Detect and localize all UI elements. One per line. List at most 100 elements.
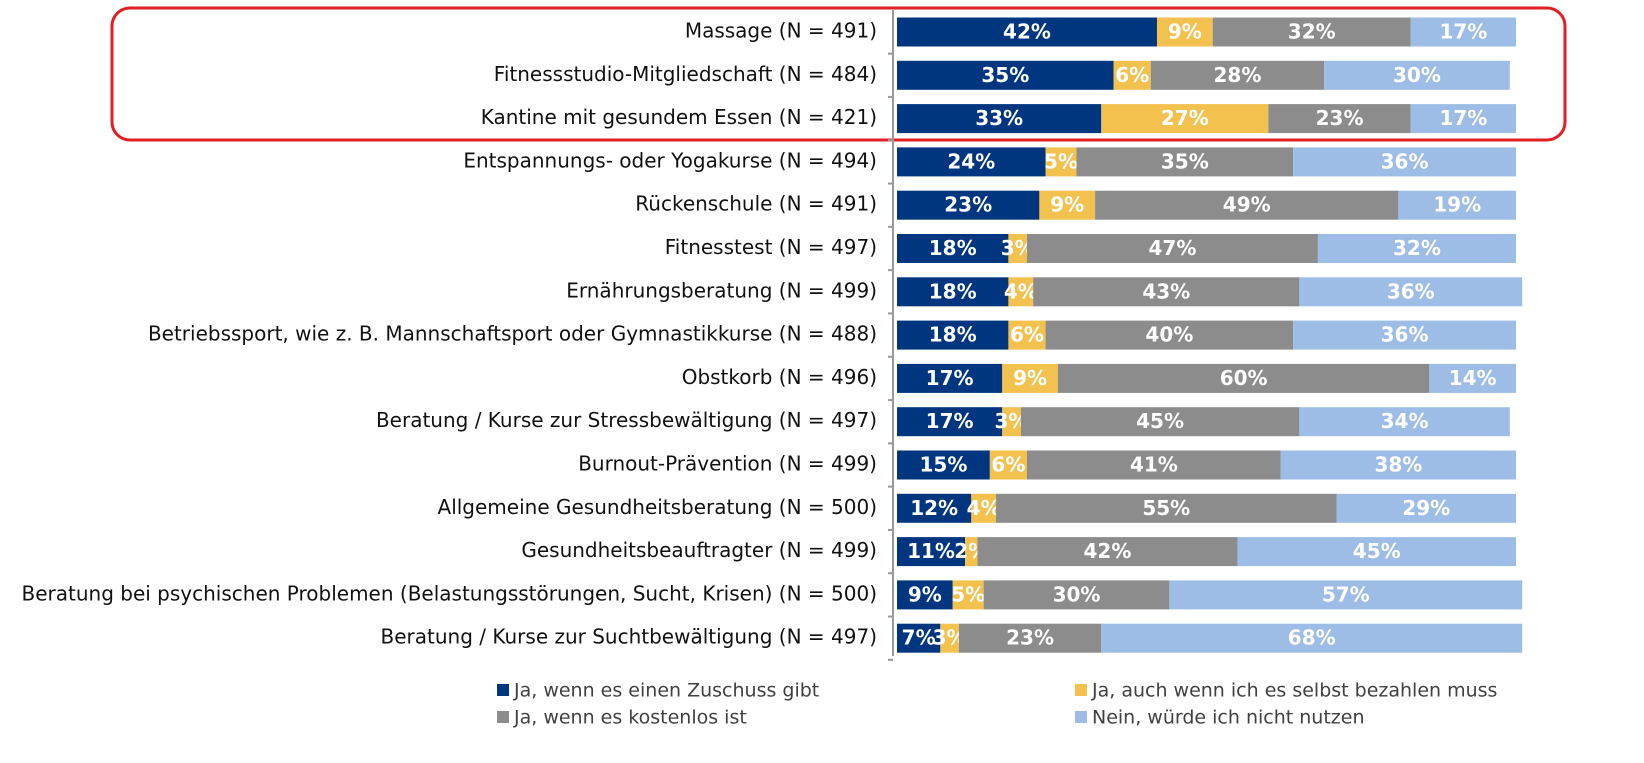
category-label: Fitnessstudio-Mitgliedschaft (N = 484) — [494, 62, 877, 86]
bar-segment — [1033, 277, 1300, 307]
bar-segment — [1299, 407, 1510, 437]
bar-segment — [1101, 623, 1523, 653]
value-label: 18% — [929, 323, 977, 347]
bar-segment — [897, 407, 1003, 437]
bar-segment — [1020, 407, 1300, 437]
bar-segment — [1008, 234, 1027, 263]
value-label: 28% — [1214, 63, 1262, 87]
value-label: 49% — [1223, 193, 1271, 217]
bar-segment — [952, 580, 984, 610]
value-label: 4% — [1004, 279, 1038, 303]
value-label: 32% — [1393, 236, 1441, 260]
category-label: Gesundheitsbeauftragter (N = 499) — [521, 538, 877, 562]
value-label: 36% — [1381, 149, 1429, 173]
value-label: 35% — [981, 63, 1029, 87]
category-label: Beratung bei psychischen Problemen (Bela… — [22, 581, 877, 605]
value-label: 23% — [1006, 626, 1054, 650]
category-label: Obstkorb (N = 496) — [682, 365, 877, 389]
bar-segment — [1324, 60, 1510, 90]
bar-segment — [1008, 277, 1034, 307]
category-label: Kantine mit gesundem Essen (N = 421) — [481, 105, 877, 129]
bar-segment — [1045, 320, 1294, 350]
value-label: 43% — [1142, 279, 1190, 303]
bar-segment — [1317, 234, 1516, 263]
bar-segment — [897, 537, 966, 567]
bar-segment — [897, 320, 1009, 350]
bar-segment — [897, 363, 1003, 393]
bar-segment — [1026, 450, 1281, 480]
value-label: 36% — [1381, 323, 1429, 347]
value-label: 30% — [1393, 63, 1441, 87]
value-label: 9% — [1013, 366, 1047, 390]
bar-segment — [897, 60, 1114, 90]
bar-segment — [1095, 190, 1399, 220]
value-label: 11% — [907, 539, 955, 563]
value-label: 38% — [1374, 453, 1422, 477]
bar-segment — [989, 450, 1027, 480]
bar-segment — [897, 450, 990, 480]
bar-segment — [1002, 363, 1058, 393]
bar-segment — [1156, 17, 1213, 47]
bar-segment — [1268, 104, 1411, 134]
bar-segment — [1045, 147, 1077, 177]
value-label: 12% — [910, 496, 958, 520]
bar-segment — [977, 537, 1238, 567]
legend-swatch — [1075, 711, 1087, 723]
value-label: 68% — [1288, 626, 1336, 650]
bar-segment — [1336, 493, 1516, 523]
bar-segment — [940, 623, 959, 653]
bar-segment — [1113, 60, 1151, 90]
value-label: 14% — [1449, 366, 1497, 390]
value-label: 9% — [1168, 20, 1202, 44]
value-label: 5% — [1044, 149, 1078, 173]
category-label: Beratung / Kurse zur Suchtbewältigung (N… — [381, 625, 877, 649]
bar-segment — [897, 623, 941, 653]
value-label: 9% — [1050, 193, 1084, 217]
category-label: Betriebssport, wie z. B. Mannschaftsport… — [148, 322, 877, 346]
legend-label: Nein, würde ich nicht nutzen — [1092, 707, 1365, 729]
bar-segment — [1169, 580, 1523, 610]
value-label: 55% — [1142, 496, 1190, 520]
bar-segment — [1410, 104, 1516, 134]
bar-segment — [983, 580, 1170, 610]
value-label: 35% — [1161, 149, 1209, 173]
value-label: 42% — [1084, 539, 1132, 563]
value-label: 7% — [902, 626, 936, 650]
value-label: 33% — [975, 106, 1023, 130]
legend-swatch — [497, 711, 509, 723]
bar-segment — [1002, 407, 1021, 437]
value-label: 5% — [951, 582, 985, 606]
bar-segment — [971, 493, 997, 523]
bar-segment — [1398, 190, 1516, 220]
bar-segment — [996, 493, 1337, 523]
category-label: Allgemeine Gesundheitsberatung (N = 500) — [438, 495, 877, 519]
category-label: Beratung / Kurse zur Stressbewältigung (… — [376, 408, 877, 432]
value-label: 29% — [1402, 496, 1450, 520]
bar-segment — [1212, 17, 1411, 47]
bar-segment — [1150, 60, 1325, 90]
value-label: 47% — [1149, 236, 1197, 260]
value-label: 6% — [991, 453, 1025, 477]
category-label: Massage (N = 491) — [685, 19, 877, 43]
legend-label: Ja, wenn es kostenlos ist — [513, 707, 747, 729]
bar-segment — [965, 537, 978, 567]
bar-segment — [897, 234, 1009, 263]
category-label: Ernährungsberatung (N = 499) — [566, 278, 877, 302]
value-label: 4% — [967, 496, 1001, 520]
value-label: 45% — [1136, 409, 1184, 433]
category-label: Fitnesstest (N = 497) — [665, 235, 877, 259]
bar-segment — [1039, 190, 1096, 220]
highlight-frame — [110, 6, 1567, 142]
value-label: 23% — [1316, 106, 1364, 130]
legend-label: Ja, auch wenn ich es selbst bezahlen mus… — [1091, 680, 1497, 702]
bar-segment — [958, 623, 1102, 653]
value-label: 24% — [947, 149, 995, 173]
legend-label: Ja, wenn es einen Zuschuss gibt — [513, 680, 819, 702]
value-label: 27% — [1161, 106, 1209, 130]
value-label: 23% — [944, 193, 992, 217]
bar-segment — [1410, 17, 1516, 47]
value-label: 41% — [1130, 453, 1178, 477]
legend-swatch — [497, 684, 509, 696]
bar-segment — [1237, 537, 1516, 567]
